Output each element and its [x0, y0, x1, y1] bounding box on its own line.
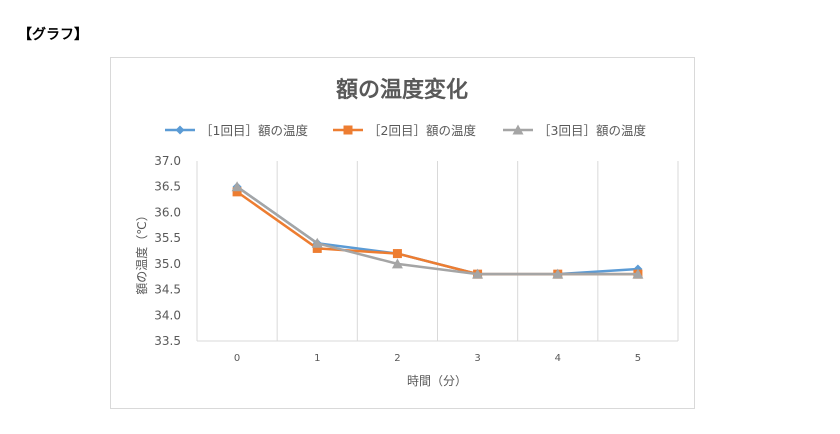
triangle-marker: [632, 268, 644, 279]
triangle-marker: [391, 258, 403, 269]
chart-title: 額の温度変化: [336, 77, 468, 103]
y-tick-label: 34.0: [154, 308, 181, 322]
y-tick-label: 35.0: [154, 257, 181, 271]
grid: [196, 161, 679, 342]
legend-item-1: ［1回目］額の温度: [165, 123, 308, 138]
series-line: [236, 185, 638, 276]
triangle-marker: [552, 268, 564, 279]
square-marker: [312, 243, 322, 253]
legend-label: ［3回目］額の温度: [538, 123, 646, 138]
legend-item-3: ［3回目］額の温度: [503, 123, 646, 138]
legend-label: ［2回目］額の温度: [368, 123, 476, 138]
y-tick-label: 35.5: [154, 231, 181, 245]
series-3: [231, 181, 644, 279]
legend-label: ［1回目］額の温度: [200, 123, 308, 138]
y-axis-title: 額の温度（℃）: [134, 209, 149, 294]
x-axis: 0 1 2 3 4 5: [234, 353, 641, 364]
x-tick-label: 2: [394, 353, 400, 364]
triangle-marker: [512, 124, 524, 135]
square-marker: [343, 125, 353, 135]
square-marker: [392, 249, 402, 259]
y-tick-label: 37.0: [154, 154, 181, 168]
page-heading: 【グラフ】: [18, 27, 88, 43]
x-tick-label: 4: [555, 353, 561, 364]
x-tick-label: 1: [314, 353, 320, 364]
diamond-marker: [175, 125, 185, 135]
x-tick-label: 3: [474, 353, 480, 364]
triangle-marker: [472, 268, 484, 279]
triangle-marker: [231, 181, 243, 192]
triangle-marker: [311, 237, 323, 248]
series-group: [231, 181, 644, 279]
y-tick-label: 34.5: [154, 283, 181, 297]
x-tick-label: 5: [635, 353, 641, 364]
square-marker: [232, 187, 242, 197]
y-axis: 33.5 34.0 34.5 35.0 35.5 36.0 36.5 37.0: [154, 154, 181, 348]
x-axis-title: 時間（分）: [407, 374, 467, 388]
legend-item-2: ［2回目］額の温度: [333, 123, 476, 138]
y-tick-label: 33.5: [154, 334, 181, 348]
legend: ［1回目］額の温度 ［2回目］額の温度 ［3回目］額の温度: [165, 123, 646, 138]
y-tick-label: 36.5: [154, 180, 181, 194]
y-tick-label: 36.0: [154, 205, 181, 219]
x-tick-label: 0: [234, 353, 240, 364]
